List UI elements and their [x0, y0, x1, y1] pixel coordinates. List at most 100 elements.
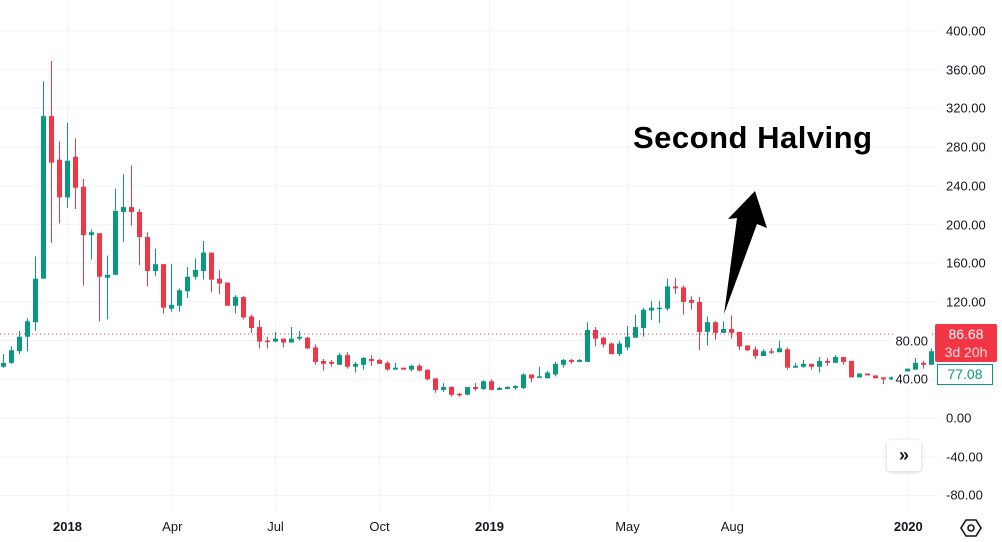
candle [585, 322, 590, 362]
candle-body [577, 359, 582, 362]
candle [89, 229, 94, 260]
candle-body [777, 348, 782, 353]
x-tick-label: May [615, 519, 640, 534]
candle-body [65, 160, 70, 198]
candle [921, 360, 926, 369]
candle-body [425, 369, 430, 380]
double-chevron-right-icon: » [898, 445, 909, 465]
candle-body [25, 321, 30, 337]
candle [857, 373, 862, 378]
candle [737, 331, 742, 351]
candle-body [137, 211, 142, 238]
candle [417, 363, 422, 372]
candle-body [913, 362, 918, 370]
candle-body [729, 328, 734, 333]
candle [513, 385, 518, 390]
candle [369, 355, 374, 366]
candle [465, 387, 470, 395]
candle-body [833, 357, 838, 363]
candle-body [761, 351, 766, 357]
candle-body [689, 299, 694, 303]
candle [617, 340, 622, 357]
candle-body [417, 365, 422, 371]
y-tick-label: -80.00 [946, 487, 983, 503]
candle-body [609, 343, 614, 355]
candle-body [921, 362, 926, 365]
candle [865, 373, 870, 376]
candle-body [481, 381, 486, 389]
candle [321, 358, 326, 371]
candle-body [841, 357, 846, 362]
candle [33, 256, 38, 331]
candle [529, 374, 534, 383]
candle-body [313, 347, 318, 362]
candle-body [601, 337, 606, 345]
candle-body [337, 355, 342, 365]
candle-body [305, 337, 310, 349]
candle-body [233, 297, 238, 306]
y-tick-label: 200.00 [946, 217, 986, 232]
candle-body [385, 362, 390, 370]
candle [577, 358, 582, 362]
candle-body [353, 363, 358, 367]
candle [801, 359, 806, 368]
candle [289, 327, 294, 343]
candle-body [169, 304, 174, 309]
candle [833, 355, 838, 363]
candle [1, 354, 6, 368]
candle-body [849, 360, 854, 378]
candle [393, 362, 398, 370]
y-tick-label: 80.00 [893, 333, 930, 349]
candle [545, 370, 550, 379]
candle [673, 277, 678, 295]
candle [449, 386, 454, 397]
candle-body [361, 358, 366, 365]
candle [625, 326, 630, 351]
candle-body [617, 343, 622, 355]
candle [457, 392, 462, 397]
candle-body [649, 307, 654, 311]
candle-body [865, 373, 870, 376]
candle-body [625, 336, 630, 348]
candle-body [73, 156, 78, 188]
candle-body [889, 377, 894, 380]
candle [481, 380, 486, 390]
candle-body [857, 373, 862, 378]
candle [401, 367, 406, 370]
candle [313, 344, 318, 365]
candles [1, 60, 942, 397]
candle-body [273, 338, 278, 342]
candle-body [521, 374, 526, 389]
candle [489, 379, 494, 390]
y-tick-label: 280.00 [946, 139, 986, 155]
candle [105, 255, 110, 320]
candle-body [185, 276, 190, 292]
candle-body [665, 286, 670, 309]
candle [201, 240, 206, 280]
candle [161, 264, 166, 314]
candle [841, 357, 846, 365]
candle-body [57, 159, 62, 198]
candle [217, 269, 222, 295]
candle-body [537, 376, 542, 378]
settings-icon[interactable] [960, 517, 982, 539]
last-price-label: 86.68 3d 20h [935, 324, 997, 362]
candle [873, 375, 878, 379]
candle [665, 278, 670, 311]
candle [137, 209, 142, 266]
candle-body [41, 116, 46, 279]
candle-body [393, 367, 398, 370]
candle-body [705, 322, 710, 332]
candle [297, 330, 302, 341]
y-tick-label: 160.00 [946, 255, 986, 271]
candle [337, 353, 342, 365]
x-tick-label: 2018 [53, 519, 82, 534]
candle-body [881, 377, 886, 380]
candle-body [265, 340, 270, 343]
candle [881, 377, 886, 385]
candle [889, 376, 894, 381]
y-tick-label: 320.00 [946, 100, 986, 116]
candle-body [489, 381, 494, 390]
scroll-to-realtime-button[interactable]: » [887, 440, 921, 471]
